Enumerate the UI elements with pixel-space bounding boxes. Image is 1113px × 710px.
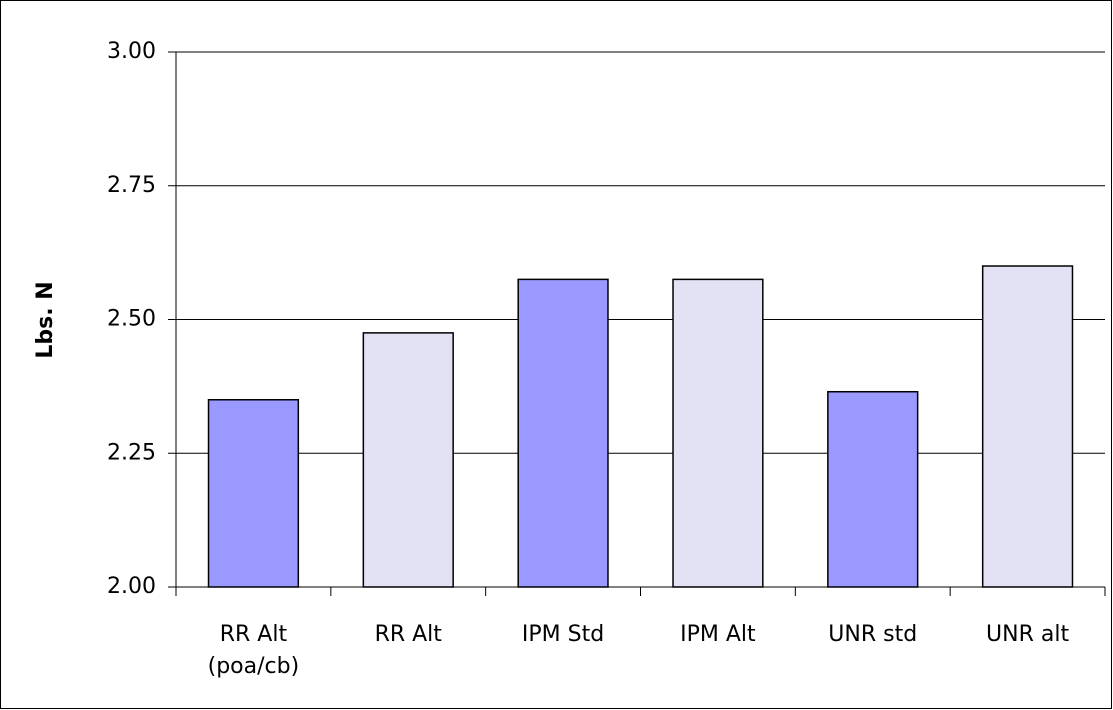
- x-tick-label: IPM Alt: [680, 622, 756, 647]
- bar: [672, 278, 764, 588]
- y-tick-label: 2.25: [107, 440, 156, 465]
- y-tick-label: 2.50: [107, 307, 156, 332]
- x-tick-label: UNR alt: [986, 622, 1070, 647]
- x-tick-label: IPM Std: [521, 622, 605, 647]
- y-axis-title: Lbs. N: [33, 281, 58, 358]
- x-tick-label: RR Alt: [374, 622, 442, 647]
- bar: [362, 332, 454, 588]
- bar: [981, 265, 1074, 588]
- x-tick-label: UNR std: [828, 622, 918, 647]
- bar: [207, 399, 300, 588]
- x-tick-label: RR Alt (poa/cb): [207, 622, 300, 679]
- bar: [827, 390, 919, 588]
- y-tick-label: 2.00: [107, 574, 156, 599]
- y-tick-label: 2.75: [107, 173, 156, 198]
- bar: [517, 278, 609, 588]
- y-tick-label: 3.00: [107, 39, 156, 64]
